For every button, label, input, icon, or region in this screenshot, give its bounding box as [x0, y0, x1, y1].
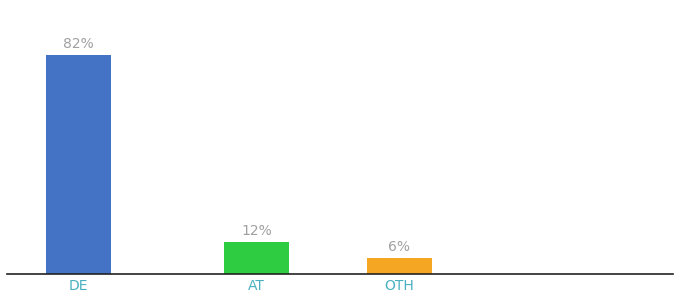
Text: 12%: 12% [241, 224, 272, 238]
Bar [46, 55, 111, 274]
Text: 82%: 82% [63, 37, 94, 51]
Bar [367, 258, 432, 274]
Bar [224, 242, 290, 274]
Text: 6%: 6% [388, 240, 411, 254]
